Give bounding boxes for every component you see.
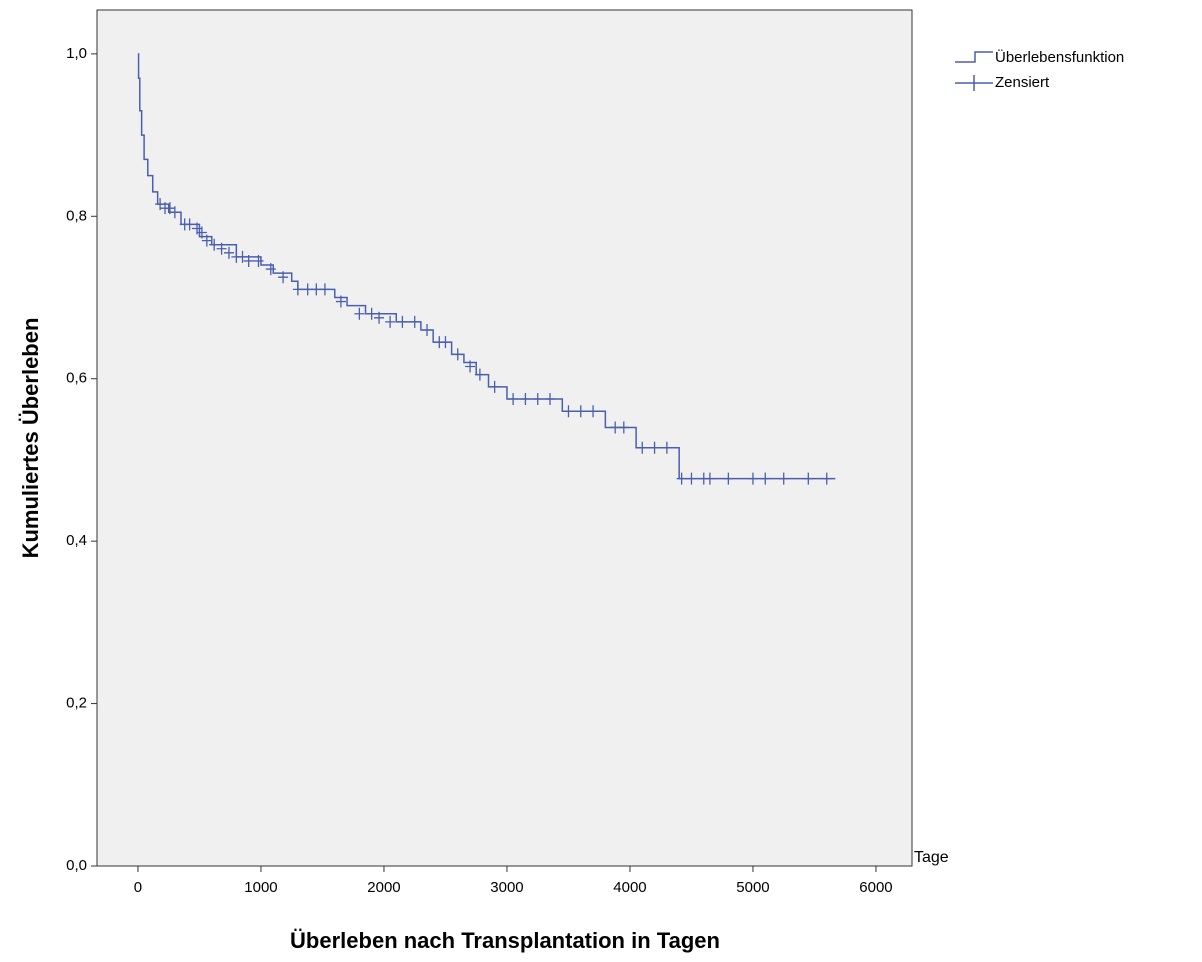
plot-area: [96, 9, 913, 867]
censor-mark: [520, 393, 531, 406]
y-tick-label: 0,4: [66, 532, 87, 549]
censor-mark: [374, 311, 385, 324]
legend-label: Überlebensfunktion: [995, 48, 1124, 66]
y-axis-title: Kumuliertes Überleben: [18, 318, 43, 559]
x-unit: Tage: [914, 849, 949, 866]
y-tick-label: 0,2: [66, 695, 87, 712]
censor-mark: [354, 307, 365, 320]
censor-mark: [169, 206, 180, 219]
censor-mark: [184, 218, 195, 231]
x-tick-label: 2000: [367, 879, 400, 896]
censor-mark: [452, 348, 463, 361]
censor-mark: [610, 421, 621, 434]
censor-mark: [676, 472, 687, 485]
censor-mark: [201, 234, 212, 247]
censor-mark: [465, 360, 476, 373]
x-tick-label: 1000: [244, 879, 277, 896]
censor-mark: [545, 393, 556, 406]
censor-mark: [760, 472, 771, 485]
censor-mark: [319, 283, 330, 296]
censor-mark: [216, 242, 227, 255]
x-tick-label: 6000: [859, 879, 892, 896]
censor-mark: [278, 271, 289, 284]
censor-mark: [243, 254, 254, 267]
x-tick-label: 0: [134, 879, 142, 896]
censor-mark: [385, 315, 396, 328]
censor-mark: [422, 323, 433, 336]
y-tick-label: 1,0: [66, 45, 87, 62]
x-axis-title: Überleben nach Transplantation in Tagen: [290, 928, 720, 953]
x-tick-label: 5000: [736, 879, 769, 896]
censor-mark: [532, 393, 543, 406]
censor-mark: [618, 421, 629, 434]
censor-mark: [440, 336, 451, 349]
censor-mark: [292, 283, 303, 296]
censor-mark: [302, 283, 313, 296]
censor-mark: [637, 441, 648, 454]
censor-mark: [588, 405, 599, 418]
censor-mark: [778, 472, 789, 485]
censor-mark: [575, 405, 586, 418]
censor-mark: [253, 254, 264, 267]
x-tick-label: 3000: [490, 879, 523, 896]
censor-mark: [747, 472, 758, 485]
censor-mark: [821, 472, 832, 485]
censor-mark: [196, 226, 207, 239]
censor-mark: [409, 315, 420, 328]
censor-mark: [704, 472, 715, 485]
censor-mark: [223, 246, 234, 259]
legend-icon: [955, 51, 993, 63]
censor-mark: [335, 295, 346, 308]
censor-mark: [563, 405, 574, 418]
censor-mark: [686, 472, 697, 485]
legend-icon: [955, 75, 993, 91]
x-tick-label: 4000: [613, 879, 646, 896]
censor-mark: [265, 263, 276, 276]
censor-mark: [474, 368, 485, 381]
censor-mark: [237, 250, 248, 263]
censor-mark: [661, 441, 672, 454]
censor-mark: [649, 441, 660, 454]
censor-mark: [311, 283, 322, 296]
censor-mark: [508, 393, 519, 406]
censor-mark: [489, 380, 500, 393]
censor-mark: [397, 315, 408, 328]
legend-label: Zensiert: [995, 74, 1050, 91]
censor-mark: [803, 472, 814, 485]
y-tick-label: 0,6: [66, 370, 87, 387]
censor-mark: [723, 472, 734, 485]
censor-mark: [366, 307, 377, 320]
censor-mark: [209, 238, 220, 251]
y-tick-label: 0,0: [66, 857, 87, 874]
y-tick-label: 0,8: [66, 207, 87, 224]
